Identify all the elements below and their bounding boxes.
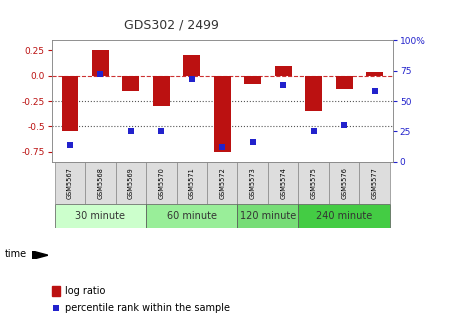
Bar xyxy=(275,66,291,76)
Point xyxy=(127,129,134,134)
Bar xyxy=(146,204,238,228)
Text: GSM5568: GSM5568 xyxy=(97,167,103,199)
Point xyxy=(219,144,226,150)
Polygon shape xyxy=(32,251,48,259)
Text: GSM5577: GSM5577 xyxy=(372,167,378,199)
Bar xyxy=(146,162,176,204)
Point xyxy=(188,77,195,82)
Text: 120 minute: 120 minute xyxy=(240,211,296,221)
Bar xyxy=(329,162,359,204)
Bar xyxy=(238,204,299,228)
Bar xyxy=(268,162,299,204)
Bar xyxy=(336,76,352,89)
Point xyxy=(53,306,60,311)
Bar xyxy=(244,76,261,84)
Bar xyxy=(123,76,139,91)
Bar xyxy=(55,204,146,228)
Text: GSM5569: GSM5569 xyxy=(128,167,134,199)
Text: GSM5572: GSM5572 xyxy=(219,167,225,199)
Point xyxy=(158,129,165,134)
Point xyxy=(97,72,104,77)
Point xyxy=(66,142,74,148)
Text: GSM5575: GSM5575 xyxy=(311,167,317,199)
Text: GSM5573: GSM5573 xyxy=(250,167,256,199)
Bar xyxy=(176,162,207,204)
Bar xyxy=(116,162,146,204)
Bar xyxy=(238,162,268,204)
Text: percentile rank within the sample: percentile rank within the sample xyxy=(65,303,230,313)
Bar xyxy=(305,76,322,111)
Bar xyxy=(62,76,78,131)
Text: GSM5576: GSM5576 xyxy=(341,167,347,199)
Bar xyxy=(153,76,170,106)
Text: log ratio: log ratio xyxy=(65,286,106,296)
Bar xyxy=(52,286,60,296)
Point xyxy=(249,139,256,145)
Text: GSM5574: GSM5574 xyxy=(280,167,286,199)
Bar xyxy=(366,72,383,76)
Point xyxy=(340,123,348,128)
Bar xyxy=(299,204,390,228)
Bar xyxy=(214,76,231,152)
Bar xyxy=(183,55,200,76)
Text: 30 minute: 30 minute xyxy=(75,211,125,221)
Bar xyxy=(299,162,329,204)
Bar xyxy=(207,162,238,204)
Text: 240 minute: 240 minute xyxy=(316,211,372,221)
Bar xyxy=(92,50,109,76)
Bar xyxy=(359,162,390,204)
Text: GDS302 / 2499: GDS302 / 2499 xyxy=(123,19,219,32)
Bar xyxy=(55,162,85,204)
Text: GSM5570: GSM5570 xyxy=(158,167,164,199)
Point xyxy=(371,89,378,94)
Point xyxy=(280,83,287,88)
Bar xyxy=(85,162,116,204)
Point xyxy=(310,129,317,134)
Text: time: time xyxy=(4,249,26,259)
Text: GSM5567: GSM5567 xyxy=(67,167,73,199)
Text: GSM5571: GSM5571 xyxy=(189,167,195,199)
Text: 60 minute: 60 minute xyxy=(167,211,217,221)
